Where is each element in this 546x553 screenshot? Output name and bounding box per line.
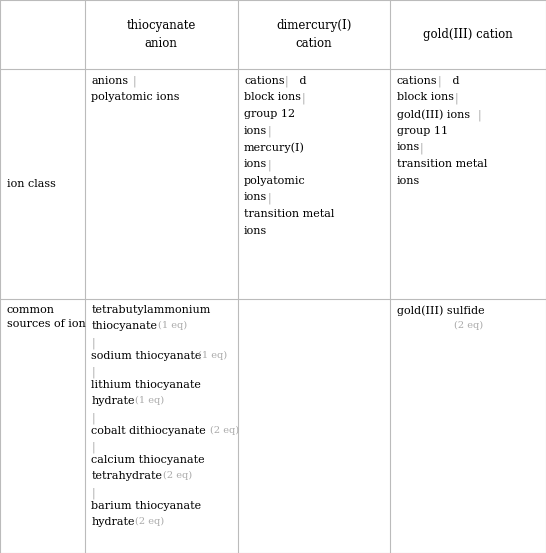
Text: gold(III) ions: gold(III) ions [397, 109, 470, 119]
Text: |: | [284, 76, 288, 87]
Text: |: | [267, 159, 271, 170]
Text: barium thiocyanate: barium thiocyanate [91, 501, 201, 511]
Text: (1 eq): (1 eq) [198, 351, 227, 360]
Text: ions: ions [397, 176, 420, 186]
Text: ion class: ion class [7, 179, 56, 189]
Text: |: | [267, 192, 271, 204]
Text: transition metal: transition metal [244, 209, 335, 219]
Text: tetrabutylammonium: tetrabutylammonium [91, 305, 211, 315]
Text: |: | [267, 126, 271, 137]
Text: sodium thiocyanate: sodium thiocyanate [91, 351, 201, 361]
Text: gold(III) cation: gold(III) cation [423, 28, 513, 41]
Text: (2 eq): (2 eq) [163, 471, 193, 481]
Text: (2 eq): (2 eq) [210, 426, 239, 435]
Text: |: | [91, 442, 95, 453]
Text: block ions: block ions [397, 92, 454, 102]
Text: |: | [91, 413, 95, 424]
Text: |: | [126, 76, 136, 87]
Text: cobalt dithiocyanate: cobalt dithiocyanate [91, 426, 206, 436]
Text: ions: ions [244, 159, 268, 169]
Text: (1 eq): (1 eq) [158, 321, 187, 331]
Text: polyatomic: polyatomic [244, 176, 306, 186]
Text: ions: ions [397, 143, 420, 153]
Text: ions: ions [244, 192, 268, 202]
Text: (2 eq): (2 eq) [134, 517, 164, 526]
Text: |: | [91, 488, 95, 499]
Text: |: | [91, 337, 95, 349]
Text: lithium thiocyanate: lithium thiocyanate [91, 380, 201, 390]
Text: polyatomic ions: polyatomic ions [91, 92, 180, 102]
Text: |: | [455, 92, 458, 104]
Text: hydrate: hydrate [91, 397, 135, 406]
Text: |: | [437, 76, 441, 87]
Text: gold(III) sulfide: gold(III) sulfide [397, 305, 484, 316]
Text: dimercury(I)
cation: dimercury(I) cation [276, 19, 352, 50]
Text: d: d [296, 76, 306, 86]
Text: (1 eq): (1 eq) [134, 397, 164, 405]
Text: |: | [478, 109, 482, 121]
Text: hydrate: hydrate [91, 517, 135, 527]
Text: group 11: group 11 [397, 126, 448, 135]
Text: cations: cations [397, 76, 437, 86]
Text: d: d [449, 76, 459, 86]
Text: ions: ions [244, 126, 268, 135]
Text: (2 eq): (2 eq) [454, 321, 483, 331]
Text: calcium thiocyanate: calcium thiocyanate [91, 455, 205, 465]
Text: |: | [302, 92, 305, 104]
Text: thiocyanate
anion: thiocyanate anion [126, 19, 196, 50]
Text: mercury(I): mercury(I) [244, 143, 305, 153]
Text: ions: ions [244, 226, 268, 236]
Text: anions: anions [91, 76, 128, 86]
Text: |: | [420, 143, 424, 154]
Text: cations: cations [244, 76, 284, 86]
Text: block ions: block ions [244, 92, 301, 102]
Text: thiocyanate: thiocyanate [91, 321, 157, 331]
Text: |: | [91, 367, 95, 378]
Text: common
sources of ion: common sources of ion [7, 305, 85, 329]
Text: group 12: group 12 [244, 109, 295, 119]
Text: tetrahydrate: tetrahydrate [91, 471, 162, 481]
Text: transition metal: transition metal [397, 159, 488, 169]
